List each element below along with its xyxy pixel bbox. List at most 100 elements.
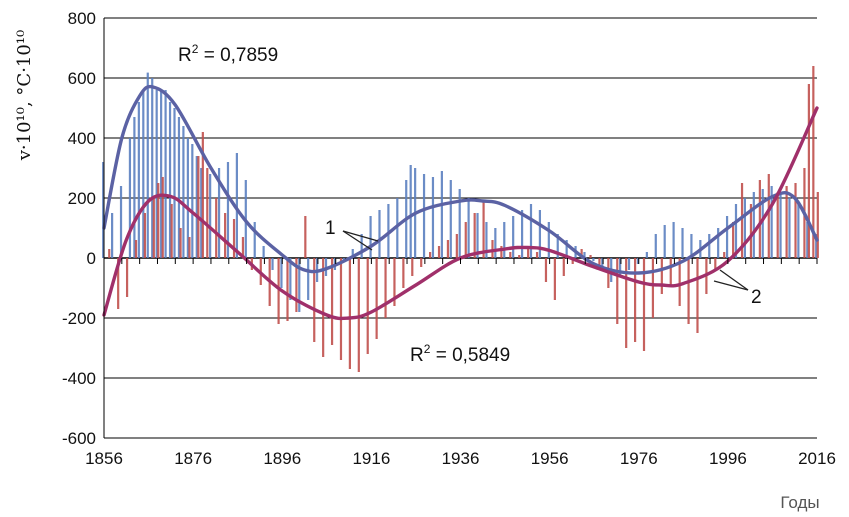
- bar-series-1: [743, 198, 746, 258]
- bar-series-1: [111, 213, 114, 258]
- bar-series-2: [384, 258, 387, 318]
- bar-series-2: [179, 228, 182, 258]
- bar-series-2: [108, 249, 111, 258]
- bar-series-1: [663, 225, 666, 258]
- bar-series-1: [770, 186, 773, 258]
- bar-series-2: [339, 258, 343, 360]
- bar-series-2: [446, 240, 450, 258]
- bar-series-2: [723, 252, 726, 258]
- r2-sup-1: 2: [192, 42, 199, 56]
- bar-series-2: [696, 258, 699, 333]
- bar-series-2: [714, 258, 717, 270]
- bar-series-1: [128, 138, 132, 258]
- bar-series-2: [117, 258, 120, 309]
- bar-series-2: [197, 156, 200, 258]
- y-tick-label: 800: [68, 9, 96, 28]
- bar-series-1: [449, 180, 452, 258]
- labels: -600 -400 -200 0 200 400 600 800 1856 1876 1896 191…: [62, 9, 836, 468]
- bar-series-2: [437, 246, 441, 258]
- bar-series-2: [500, 246, 503, 258]
- bar-series-2: [143, 213, 147, 258]
- bar-series-2: [812, 66, 815, 258]
- bar-series-1: [431, 177, 435, 258]
- bar-series-2: [455, 234, 458, 258]
- bar-series-1: [351, 249, 354, 258]
- bar-series-2: [125, 258, 129, 297]
- y-tick-label: 200: [68, 189, 96, 208]
- bar-series-2: [420, 258, 423, 267]
- bar-series-1: [195, 156, 198, 258]
- bar-series-2: [286, 258, 289, 321]
- bar-series-2: [206, 168, 209, 258]
- bar-series-1: [235, 153, 238, 258]
- bar-series-1: [151, 78, 154, 258]
- bar-series-1: [708, 234, 711, 258]
- bar-series-2: [241, 237, 245, 258]
- bar-series-2: [295, 258, 298, 312]
- bar-series-2: [357, 258, 360, 372]
- bar-series-1: [102, 162, 105, 258]
- x-tick-label: 1896: [263, 449, 301, 468]
- bar-series-2: [562, 258, 565, 276]
- bar-series-1: [645, 252, 648, 258]
- bar-series-1: [627, 258, 631, 270]
- bar-series-2: [732, 222, 735, 258]
- bar-series-2: [678, 258, 681, 306]
- bar-series-1: [289, 258, 292, 300]
- bar-series-1: [565, 240, 568, 258]
- bar-series-1: [672, 222, 675, 258]
- bar-series-2: [411, 258, 414, 276]
- r2-value-1: = 0,7859: [198, 45, 278, 66]
- bar-series-1: [271, 258, 274, 270]
- bar-series-1: [529, 204, 533, 258]
- bar-series-2: [687, 258, 690, 324]
- bar-series-1: [164, 90, 167, 258]
- axes: [103, 18, 818, 438]
- bar-series-1: [226, 162, 230, 258]
- bar-series-1: [160, 90, 163, 258]
- bar-series-1: [182, 126, 185, 258]
- bar-series-1: [485, 222, 488, 258]
- bar-series-2: [232, 219, 236, 258]
- bar-series-2: [473, 213, 476, 258]
- x-tick-label: 1856: [85, 449, 123, 468]
- bar-series-2: [580, 249, 583, 258]
- leader-2b: [713, 280, 749, 291]
- bar-series-1: [476, 213, 479, 258]
- bar-series-1: [815, 234, 818, 258]
- leader-2a: [719, 269, 749, 291]
- bar-series-1: [619, 258, 622, 276]
- bar-series-1: [725, 216, 729, 258]
- x-axis-title: Годы: [780, 493, 819, 512]
- bar-series-1: [797, 204, 800, 258]
- y-tick-label: -600: [62, 429, 96, 448]
- bar-series-1: [717, 228, 720, 258]
- r2-value-2: = 0,5849: [430, 345, 510, 366]
- y-tick-label: -400: [62, 369, 96, 388]
- bar-series-2: [794, 183, 797, 258]
- bar-series-1: [146, 72, 149, 258]
- bar-series-1: [681, 228, 684, 258]
- bar-series-2: [642, 258, 646, 351]
- x-tick-label: 1936: [442, 449, 480, 468]
- bar-series-1: [253, 222, 256, 258]
- bar-series-2: [152, 198, 155, 258]
- bar-series-2: [375, 258, 378, 339]
- bar-series-2: [758, 180, 761, 258]
- bar-series-2: [482, 201, 485, 258]
- bar-series-2: [429, 252, 432, 258]
- bar-series-1: [538, 210, 542, 258]
- bar-series-1: [378, 210, 381, 258]
- bar-series-2: [304, 216, 307, 258]
- bar-series-1: [547, 222, 550, 258]
- bar-series-2: [589, 255, 592, 258]
- bar-series-2: [749, 204, 753, 258]
- bar-series-2: [807, 84, 810, 258]
- bar-series-2: [527, 249, 530, 258]
- bar-series-2: [313, 258, 316, 342]
- curve-label-1: 1: [325, 218, 336, 239]
- bar-series-2: [366, 258, 369, 354]
- bar-series-1: [422, 174, 426, 258]
- bar-series-2: [348, 258, 351, 369]
- bar-series-2: [625, 258, 628, 348]
